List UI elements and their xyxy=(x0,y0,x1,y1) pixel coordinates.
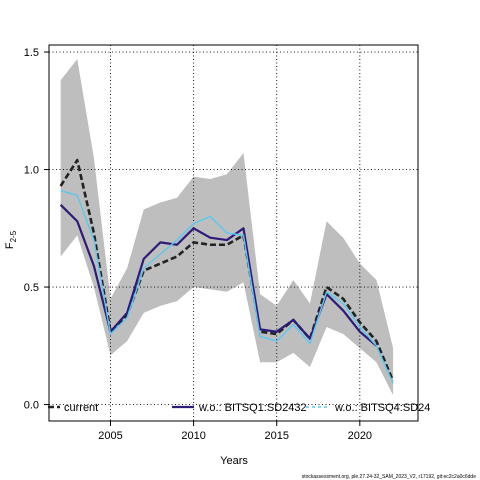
y-tick-label-1: 0.5 xyxy=(24,282,39,294)
x-axis-title: Years xyxy=(220,455,248,467)
series-line-0 xyxy=(59,158,395,382)
confidence-band-layer xyxy=(60,59,394,396)
plot-frame xyxy=(48,44,419,422)
legend-label-bitsq4: w.o.: BITSQ4:SD24 xyxy=(334,402,430,414)
x-tick-label-0: 2005 xyxy=(98,430,122,442)
confidence-band xyxy=(60,59,394,396)
svg-text:F2-5: F2-5 xyxy=(4,230,18,249)
x-tick-label-2: 2015 xyxy=(264,430,288,442)
y-tick-label-0: 0.0 xyxy=(24,400,39,412)
series-line-2 xyxy=(60,190,394,384)
legend: current w.o.: BITSQ1:SD2432 w.o.: BITSQ4… xyxy=(48,402,430,414)
y-axis-title: F2-5 xyxy=(4,230,18,249)
y-axis-title-main: F xyxy=(4,242,16,249)
series-layer xyxy=(59,158,395,384)
x-axis-ticks: 2005 2010 2015 2020 xyxy=(98,421,372,442)
x-tick-label-1: 2010 xyxy=(181,430,205,442)
y-tick-label-3: 1.5 xyxy=(24,47,39,59)
legend-label-current: current xyxy=(64,402,98,414)
legend-label-bitsq1: w.o.: BITSQ1:SD2432 xyxy=(198,402,307,414)
y-axis-title-subscript: 2-5 xyxy=(9,230,18,242)
y-tick-label-2: 1.0 xyxy=(24,165,39,177)
footer-credit: stockassessment.org, ple.27.24-32_SAM_20… xyxy=(302,474,476,480)
y-axis-ticks: 0.0 0.5 1.0 1.5 xyxy=(24,47,49,412)
x-tick-label-3: 2020 xyxy=(348,430,372,442)
